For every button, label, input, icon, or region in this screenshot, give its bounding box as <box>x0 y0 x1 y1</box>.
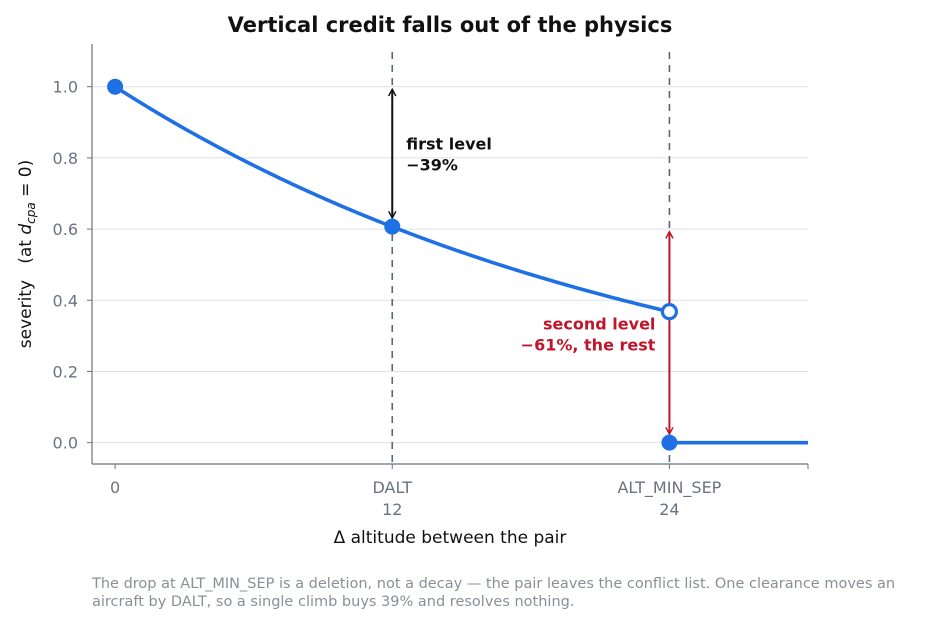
y-axis-label: severity (at dcpa = 0) <box>16 160 38 349</box>
first-level-label: −39% <box>406 156 458 175</box>
y-tick-label: 1.0 <box>53 78 78 97</box>
chart: Vertical credit falls out of the physics… <box>16 13 809 548</box>
data-point <box>107 78 124 95</box>
chart-title: Vertical credit falls out of the physics <box>228 13 673 37</box>
x-tick-name: ALT_MIN_SEP <box>617 478 721 498</box>
y-tick-label: 0.4 <box>53 291 78 310</box>
y-tick-label: 0.8 <box>53 149 78 168</box>
data-point <box>384 218 401 235</box>
y-tick-label: 0.0 <box>53 434 78 453</box>
x-tick-name: DALT <box>373 478 413 497</box>
x-tick-label: 0 <box>110 478 120 497</box>
x-tick-label: 24 <box>659 500 679 519</box>
chart-footnote: The drop at ALT_MIN_SEP is a deletion, n… <box>92 576 896 610</box>
first-level-label: first level <box>406 135 492 154</box>
open-point <box>660 303 679 321</box>
y-tick-label: 0.6 <box>53 220 78 239</box>
data-point <box>661 434 678 451</box>
x-axis-label: Δ altitude between the pair <box>334 528 567 548</box>
second-level-label: −61%, the rest <box>521 335 656 354</box>
second-level-label: second level <box>543 314 655 333</box>
y-tick-label: 0.2 <box>53 362 78 381</box>
x-tick-label: 12 <box>382 500 402 519</box>
